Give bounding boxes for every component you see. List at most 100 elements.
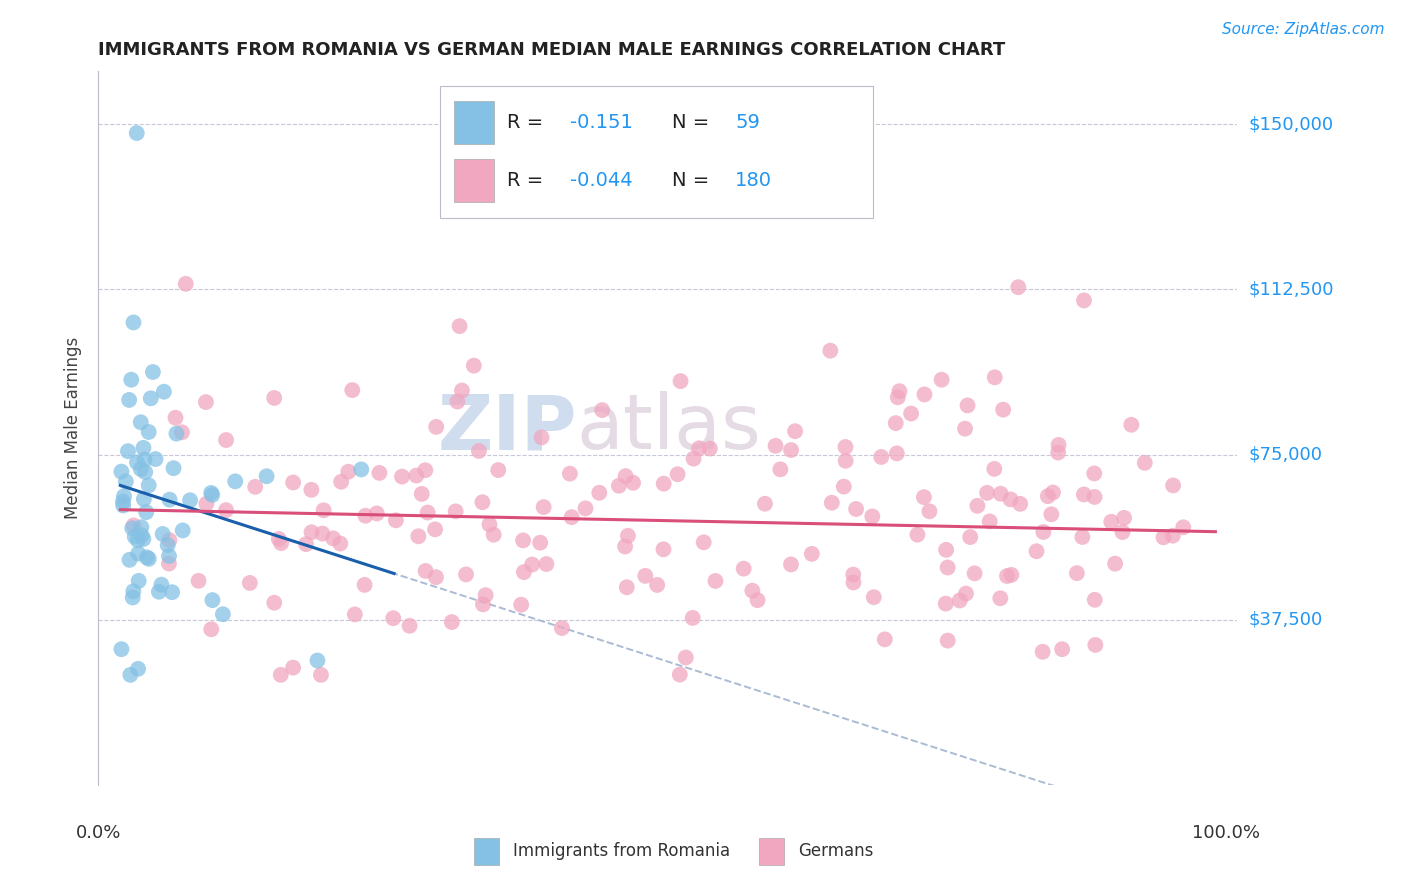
Point: [1047, 438, 1070, 452]
Point: [215, 433, 238, 447]
Text: Germans: Germans: [797, 842, 873, 860]
Point: [1112, 511, 1135, 525]
Point: [1032, 524, 1054, 539]
Point: [118, 392, 141, 407]
Point: [125, 455, 148, 469]
Point: [907, 527, 929, 541]
Point: [834, 440, 856, 454]
Point: [536, 557, 558, 571]
Point: [415, 564, 437, 578]
Point: [408, 529, 430, 543]
Point: [215, 503, 238, 517]
Point: [135, 550, 157, 565]
Point: [263, 596, 285, 610]
Text: atlas: atlas: [576, 392, 762, 465]
Point: [122, 518, 145, 533]
Point: [983, 370, 1005, 384]
Point: [311, 526, 333, 541]
Text: N =: N =: [672, 171, 716, 190]
Point: [1000, 492, 1022, 507]
Point: [780, 443, 803, 458]
Point: [1007, 280, 1029, 294]
Point: [451, 384, 474, 398]
Text: $75,000: $75,000: [1249, 446, 1323, 464]
FancyBboxPatch shape: [454, 160, 494, 202]
Point: [1047, 445, 1070, 459]
Point: [1173, 520, 1195, 534]
Point: [239, 576, 262, 591]
Point: [918, 504, 941, 518]
Point: [785, 424, 807, 438]
Point: [350, 462, 373, 476]
Point: [195, 497, 218, 511]
Point: [482, 527, 505, 541]
FancyBboxPatch shape: [454, 101, 494, 144]
Point: [820, 343, 842, 358]
Point: [1010, 497, 1032, 511]
Point: [1121, 417, 1143, 432]
Point: [747, 593, 769, 607]
Point: [150, 577, 173, 591]
Point: [322, 532, 344, 546]
Point: [936, 633, 959, 648]
Point: [645, 578, 668, 592]
Point: [588, 485, 610, 500]
Point: [935, 597, 957, 611]
Point: [832, 480, 855, 494]
Point: [132, 441, 155, 455]
Point: [912, 490, 935, 504]
Point: [935, 542, 957, 557]
Point: [301, 525, 323, 540]
Point: [256, 469, 278, 483]
Point: [558, 467, 581, 481]
Point: [127, 533, 149, 548]
Point: [243, 480, 266, 494]
Point: [444, 504, 467, 518]
Point: [366, 507, 388, 521]
Point: [129, 415, 152, 429]
Point: [425, 570, 447, 584]
Point: [398, 619, 420, 633]
Point: [454, 567, 477, 582]
Point: [1161, 529, 1184, 543]
Point: [312, 503, 335, 517]
Point: [152, 527, 174, 541]
Point: [157, 533, 180, 548]
Point: [157, 549, 180, 563]
Point: [634, 569, 657, 583]
Point: [270, 668, 292, 682]
Point: [474, 588, 496, 602]
Point: [391, 469, 413, 483]
Text: 59: 59: [735, 113, 759, 132]
Point: [267, 532, 290, 546]
Point: [131, 520, 153, 534]
Point: [283, 475, 305, 490]
Point: [995, 569, 1018, 583]
Point: [1050, 642, 1073, 657]
Point: [1104, 557, 1126, 571]
Point: [165, 410, 187, 425]
Point: [574, 501, 596, 516]
Text: Source: ZipAtlas.com: Source: ZipAtlas.com: [1222, 22, 1385, 37]
Point: [135, 505, 157, 519]
Point: [931, 373, 953, 387]
Point: [959, 530, 981, 544]
Point: [111, 494, 134, 508]
Point: [343, 607, 366, 622]
Point: [127, 547, 149, 561]
Text: $150,000: $150,000: [1249, 115, 1333, 133]
Point: [478, 517, 501, 532]
Point: [1083, 467, 1105, 481]
Text: ZIP: ZIP: [437, 392, 576, 465]
Point: [153, 384, 176, 399]
Text: R =: R =: [508, 113, 550, 132]
Point: [669, 374, 692, 388]
Point: [112, 499, 135, 513]
Point: [145, 452, 167, 467]
FancyBboxPatch shape: [759, 838, 785, 865]
Point: [889, 384, 911, 399]
Point: [129, 462, 152, 476]
Point: [884, 416, 907, 430]
Point: [134, 452, 156, 467]
Point: [201, 488, 224, 502]
